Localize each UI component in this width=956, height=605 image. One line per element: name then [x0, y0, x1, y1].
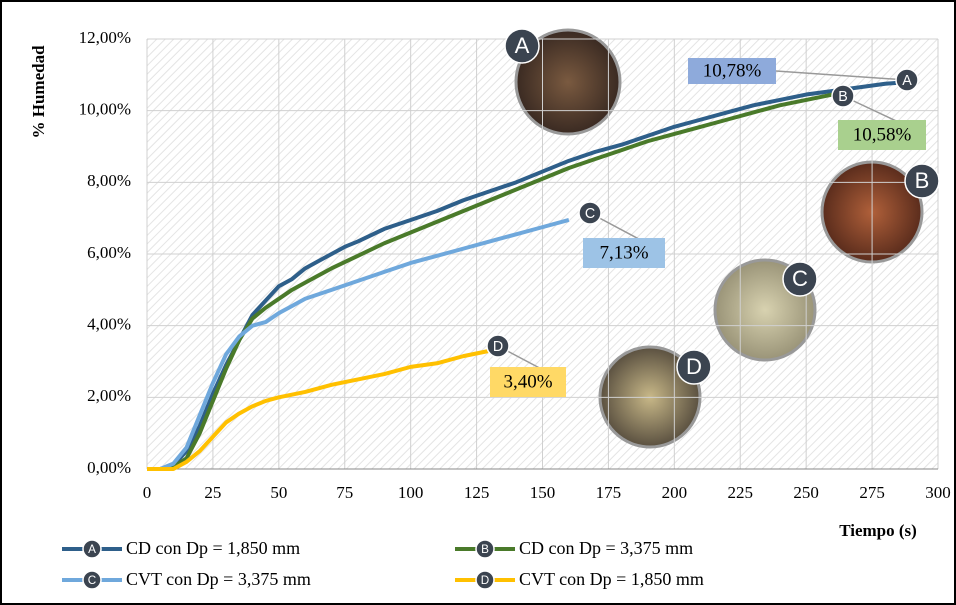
legend-marker-letter: D [481, 574, 489, 587]
legend-label: CD con Dp = 1,850 mm [126, 538, 300, 558]
photo-badge-letter: B [915, 168, 930, 193]
x-tick-label: 75 [336, 483, 353, 502]
legend-label: CD con Dp = 3,375 mm [519, 538, 693, 558]
x-tick-label: 300 [925, 483, 951, 502]
x-tick-label: 275 [859, 483, 885, 502]
x-tick-label: 25 [204, 483, 221, 502]
legend-marker-letter: B [481, 543, 489, 556]
x-tick-label: 250 [793, 483, 819, 502]
callout-label: 10,58% [853, 124, 912, 145]
y-tick-label: 6,00% [87, 243, 131, 262]
x-tick-label: 50 [270, 483, 287, 502]
y-tick-label: 0,00% [87, 458, 131, 477]
x-tick-label: 125 [464, 483, 490, 502]
y-tick-label: 2,00% [87, 386, 131, 405]
callout-label: 7,13% [599, 242, 648, 263]
x-tick-label: 150 [530, 483, 556, 502]
chart: % Humedad Tiempo (s) 0,00% 2,00% 4,00% 6,00… [0, 0, 956, 605]
legend-marker-letter: A [88, 543, 96, 556]
end-marker-letter: D [493, 339, 503, 355]
photo-badge-letter: A [515, 33, 530, 58]
end-marker-letter: A [902, 73, 912, 89]
x-tick-label: 100 [398, 483, 424, 502]
y-axis-title: % Humedad [29, 45, 48, 139]
legend-label: CVT con Dp = 1,850 mm [519, 569, 704, 589]
y-tick-label: 12,00% [79, 28, 131, 47]
x-axis-title: Tiempo (s) [839, 521, 917, 540]
legend-marker-letter: C [88, 574, 96, 587]
x-tick-label: 200 [662, 483, 688, 502]
legend-label: CVT con Dp = 3,375 mm [126, 569, 311, 589]
x-tick-label: 0 [143, 483, 152, 502]
x-tick-label: 175 [596, 483, 622, 502]
photo-badge-letter: C [792, 266, 808, 291]
photo-badge-letter: D [686, 354, 702, 379]
y-tick-label: 8,00% [87, 171, 131, 190]
callout-label: 3,40% [503, 371, 552, 392]
callout-label: 10,78% [703, 60, 762, 81]
x-tick-label: 225 [728, 483, 754, 502]
end-marker-letter: B [838, 89, 848, 105]
end-marker-letter: C [585, 206, 595, 222]
y-tick-label: 4,00% [87, 315, 131, 334]
y-tick-label: 10,00% [79, 100, 131, 119]
